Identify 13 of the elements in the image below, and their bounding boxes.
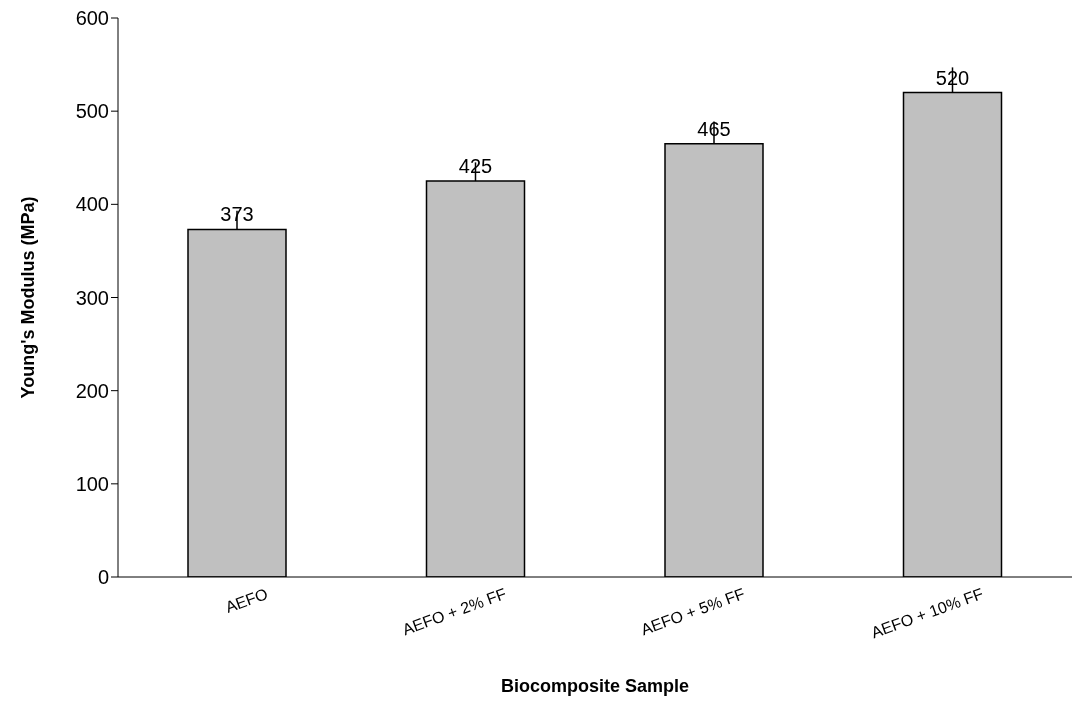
y-tick-label: 400 [75, 193, 109, 216]
y-tick-label: 300 [75, 286, 109, 309]
y-tick-label: 100 [75, 472, 109, 495]
x-axis-title: Biocomposite Sample [500, 676, 690, 696]
y-tick-label: 500 [75, 100, 109, 123]
y-tick-label: 200 [75, 379, 109, 402]
x-tick-label: AEFO + 2% FF [400, 584, 509, 639]
y-tick-label: 600 [75, 7, 109, 30]
x-tick-label: AEFO + 10% FF [868, 584, 986, 642]
x-tick-label: AEFO [223, 584, 270, 616]
y-axis-title: Young's Modulus (MPa) [18, 196, 39, 399]
y-tick-label: 0 [97, 566, 109, 589]
x-tick-label: AEFO + 5% FF [638, 584, 748, 639]
